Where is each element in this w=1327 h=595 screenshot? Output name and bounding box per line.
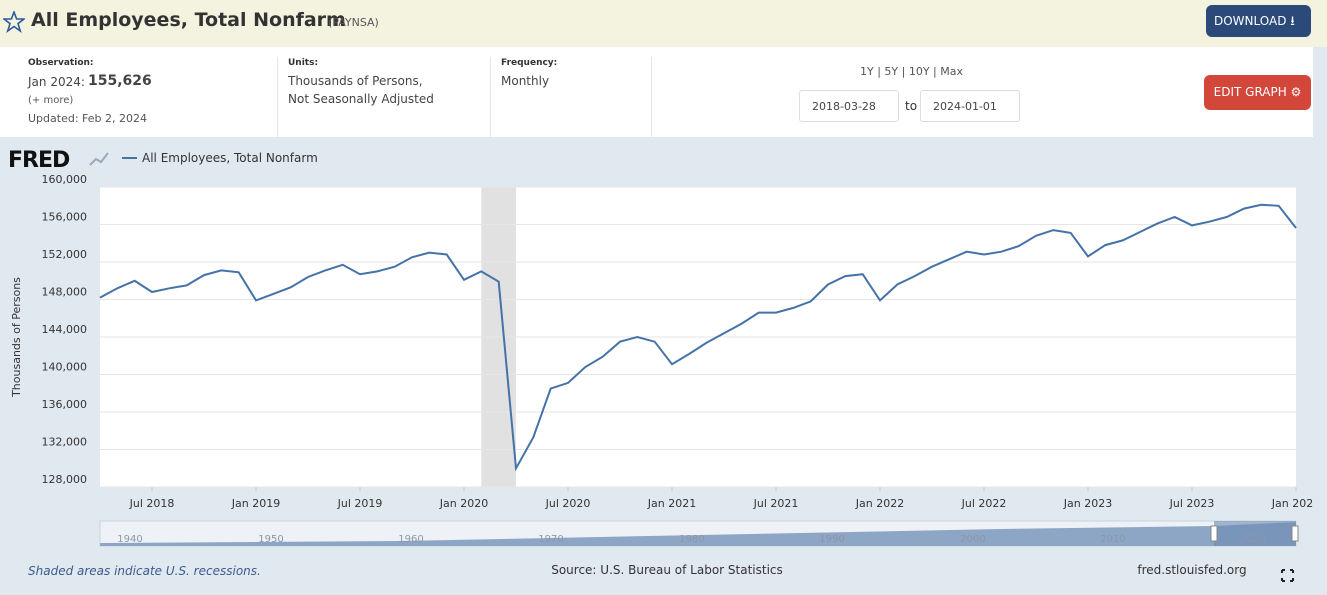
units-line: Not Seasonally Adjusted bbox=[288, 92, 434, 106]
legend-label: All Employees, Total Nonfarm bbox=[142, 151, 318, 165]
updated: Updated: Feb 2, 2024 bbox=[28, 112, 147, 125]
fullscreen-icon[interactable] bbox=[1281, 569, 1294, 582]
x-tick-label: Jul 2023 bbox=[1169, 497, 1215, 510]
x-tick-label: Jan 2020 bbox=[439, 497, 488, 510]
frequency-label: Frequency: bbox=[501, 58, 558, 68]
fred-logo: FRED bbox=[8, 148, 70, 173]
source: Source: U.S. Bureau of Labor Statistics bbox=[551, 563, 783, 577]
units-line: Thousands of Persons, bbox=[288, 74, 423, 88]
y-tick-label: 132,000 bbox=[42, 436, 88, 449]
units-label: Units: bbox=[288, 58, 319, 68]
recession-note: Shaded areas indicate U.S. recessions. bbox=[28, 564, 261, 578]
navigator-label: 1990 bbox=[819, 534, 844, 545]
y-tick-label: 148,000 bbox=[42, 286, 88, 299]
x-tick-label: Jul 2018 bbox=[129, 497, 175, 510]
series-line bbox=[99, 203, 1297, 472]
observation-value: 155,626 bbox=[88, 73, 152, 89]
to-label: to bbox=[905, 99, 918, 113]
x-tick-label: Jan 2022 bbox=[855, 497, 904, 510]
y-tick-label: 156,000 bbox=[42, 211, 88, 224]
y-tick-label: 128,000 bbox=[42, 473, 88, 486]
range-links[interactable]: 1Y | 5Y | 10Y | Max bbox=[860, 65, 963, 78]
navigator-selection[interactable] bbox=[1214, 521, 1296, 546]
x-tick-label: Jan 2021 bbox=[647, 497, 696, 510]
navigator-area bbox=[100, 522, 1296, 546]
download-label: DOWNLOAD bbox=[1214, 14, 1287, 28]
navigator: 1940 1950 1960 1970 1980 1990 2000 2010 2020 bbox=[99, 520, 1299, 547]
info-bar: Observation: Jan 2024: 155,626 (+ more) … bbox=[0, 47, 1313, 137]
y-axis-label: Thousands of Persons bbox=[10, 277, 23, 398]
separator bbox=[490, 57, 491, 137]
navigator-label: 1940 bbox=[117, 534, 142, 545]
end-date-input[interactable]: 2024-01-01 bbox=[920, 90, 1020, 122]
frequency: Monthly bbox=[501, 74, 550, 88]
navigator-label: 2000 bbox=[960, 534, 985, 545]
edit-graph-button[interactable]: EDIT GRAPH ⚙ bbox=[1204, 75, 1311, 110]
separator bbox=[277, 57, 278, 137]
y-tick-label: 152,000 bbox=[42, 248, 88, 261]
series-id: (PAYNSA) bbox=[328, 16, 379, 29]
navigator-label: 2020 bbox=[1240, 534, 1265, 545]
navigator-label: 1970 bbox=[538, 534, 563, 545]
title: All Employees, Total Nonfarm bbox=[31, 9, 346, 31]
site: fred.stlouisfed.org bbox=[1137, 563, 1246, 577]
download-button[interactable]: DOWNLOAD ⭳ bbox=[1206, 5, 1311, 37]
navigator-handle[interactable] bbox=[1210, 525, 1218, 542]
edit-graph-label: EDIT GRAPH bbox=[1213, 85, 1287, 99]
y-tick-label: 144,000 bbox=[42, 323, 88, 336]
more-link[interactable]: (+ more) bbox=[28, 95, 74, 106]
y-tick-label: 140,000 bbox=[42, 361, 88, 374]
x-tick-label: Jul 2020 bbox=[545, 497, 591, 510]
navigator-label: 1980 bbox=[679, 534, 704, 545]
star-icon[interactable] bbox=[3, 11, 25, 33]
separator bbox=[651, 57, 652, 137]
x-tick-label: Jul 2019 bbox=[337, 497, 383, 510]
x-tick-label: Jan 2019 bbox=[231, 497, 280, 510]
x-tick-label: Jul 2022 bbox=[961, 497, 1007, 510]
x-tick-label: Jul 2021 bbox=[753, 497, 799, 510]
x-tick-label: Jan 2023 bbox=[1063, 497, 1112, 510]
y-tick-label: 136,000 bbox=[42, 398, 88, 411]
header: All Employees, Total Nonfarm (PAYNSA) DO… bbox=[0, 0, 1327, 47]
navigator-handle[interactable] bbox=[1291, 525, 1299, 542]
start-date-input[interactable]: 2018-03-28 bbox=[799, 90, 899, 122]
x-tick-label: Jan 2024 bbox=[1271, 497, 1313, 510]
chart: FRED Thousands of Persons 128,000 132,000… bbox=[8, 148, 1313, 582]
observation-date: Jan 2024: bbox=[28, 75, 85, 89]
navigator-label: 1960 bbox=[398, 534, 423, 545]
logo-icon bbox=[89, 152, 109, 166]
observation-label: Observation: bbox=[28, 58, 94, 68]
y-tick-label: 160,000 bbox=[42, 173, 88, 186]
navigator-label: 1950 bbox=[258, 534, 283, 545]
navigator-label: 2010 bbox=[1100, 534, 1125, 545]
